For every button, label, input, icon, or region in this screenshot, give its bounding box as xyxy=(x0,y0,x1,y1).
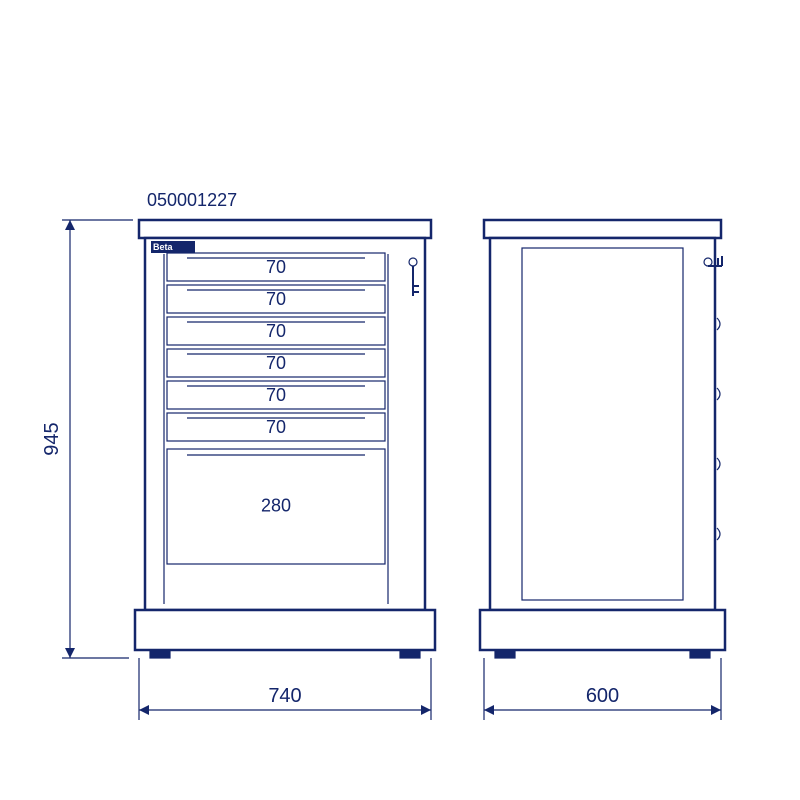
side-handle-notch-4 xyxy=(717,528,720,540)
dim-height: 945 xyxy=(41,422,63,455)
drawer-large-label: 280 xyxy=(261,495,291,515)
side-view xyxy=(480,220,725,658)
front-view: Beta 70 70 70 70 70 70 280 xyxy=(135,220,435,658)
drawer-small-1-label: 70 xyxy=(266,257,286,277)
drawer-small-5-label: 70 xyxy=(266,385,286,405)
drawer-small-2-label: 70 xyxy=(266,289,286,309)
side-handle-notch-3 xyxy=(717,458,720,470)
svg-text:Beta: Beta xyxy=(153,242,174,252)
side-handle-notch-2 xyxy=(717,388,720,400)
dim-width-side: 600 xyxy=(586,685,619,707)
side-handle-notch-1 xyxy=(717,318,720,330)
dim-width-front: 740 xyxy=(268,685,301,707)
drawer-small-4-label: 70 xyxy=(266,353,286,373)
part-number: 050001227 xyxy=(147,190,237,210)
drawer-small-3-label: 70 xyxy=(266,321,286,341)
drawer-small-6-label: 70 xyxy=(266,417,286,437)
brand-logo: Beta xyxy=(151,241,195,253)
